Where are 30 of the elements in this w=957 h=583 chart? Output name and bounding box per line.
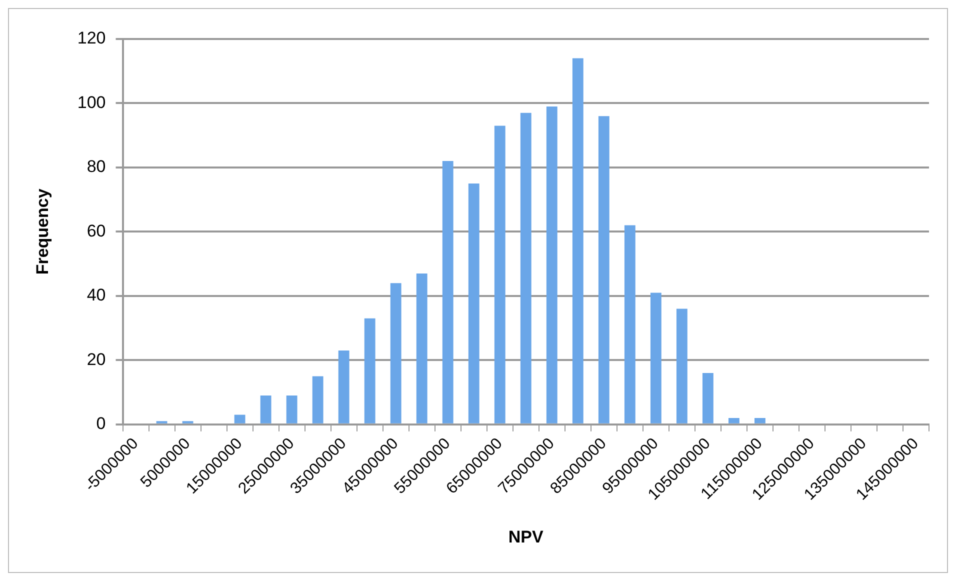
bar [416,273,428,424]
bar [442,161,454,424]
y-tick-label: 100 [77,92,106,112]
y-axis-title: Frequency [32,188,52,275]
bar [702,373,714,424]
bar [494,126,506,424]
y-tick-label: 20 [86,350,106,369]
y-tick-label: 120 [77,28,106,48]
bar [286,395,298,424]
bar [312,376,324,424]
bar [572,58,584,424]
y-tick-label: 60 [86,221,106,240]
bar [650,292,662,424]
y-tick-label: 0 [96,414,106,434]
bar [728,418,740,424]
bar [234,414,246,424]
bar [260,395,272,424]
bar [390,283,402,424]
bar [364,318,376,424]
bar [624,225,636,424]
y-tick-label: 80 [86,157,106,176]
bar [468,184,480,424]
bar [338,350,350,424]
bar [520,112,532,424]
bar [754,418,766,424]
bar [598,116,610,424]
y-tick-label: 40 [86,286,106,305]
bar [676,308,688,424]
x-axis-title: NPV [508,527,544,546]
bar [546,106,558,424]
